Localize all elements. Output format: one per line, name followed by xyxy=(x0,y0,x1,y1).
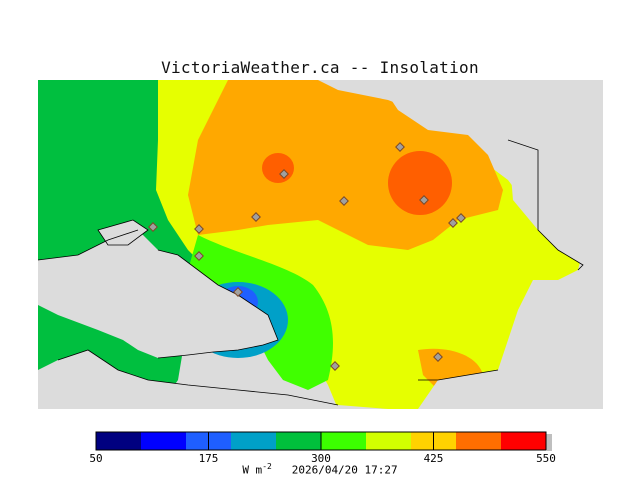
timestamp: 2026/04/20 17:27 xyxy=(291,463,398,477)
water-west-coast xyxy=(38,230,278,358)
color-scale-bin xyxy=(276,432,322,450)
map-title: VictoriaWeather.ca -- Insolation xyxy=(161,58,479,77)
color-scale-tick-label: 175 xyxy=(199,452,219,465)
station-marker xyxy=(433,352,443,362)
color-scale-shadow xyxy=(546,434,552,451)
color-scale-bin xyxy=(96,432,142,450)
unit-label: W m xyxy=(242,463,263,477)
color-scale-tick-label: 50 xyxy=(89,452,102,465)
station-marker xyxy=(194,251,204,261)
color-scale-tick-label: 300 xyxy=(311,452,331,465)
station-marker xyxy=(148,222,158,232)
station-markers xyxy=(148,142,466,371)
color-scale-tick-label: 550 xyxy=(536,452,556,465)
station-marker xyxy=(395,142,405,152)
water-southeast xyxy=(418,360,603,409)
station-marker xyxy=(279,169,289,179)
station-marker xyxy=(251,212,261,222)
color-scale-bin xyxy=(321,432,367,450)
insolation-map xyxy=(38,80,603,409)
water-north-land xyxy=(318,80,603,150)
color-scale-bin xyxy=(456,432,502,450)
station-marker xyxy=(419,195,429,205)
color-scale-bin xyxy=(231,432,277,450)
scale-caption: W m-2 2026/04/20 17:27 xyxy=(0,462,640,477)
color-scale-bin xyxy=(501,432,547,450)
station-marker xyxy=(448,218,458,228)
station-marker xyxy=(330,361,340,371)
color-scale-bin xyxy=(141,432,187,450)
contour-deeporange-east xyxy=(388,151,452,215)
unit-exponent: -2 xyxy=(262,462,272,471)
color-scale-tick-label: 425 xyxy=(424,452,444,465)
coastline xyxy=(38,139,584,406)
station-marker xyxy=(233,287,243,297)
station-marker xyxy=(194,224,204,234)
station-marker xyxy=(456,213,466,223)
color-scale-bin xyxy=(366,432,412,450)
station-marker xyxy=(339,196,349,206)
water-south-strait xyxy=(38,350,388,409)
